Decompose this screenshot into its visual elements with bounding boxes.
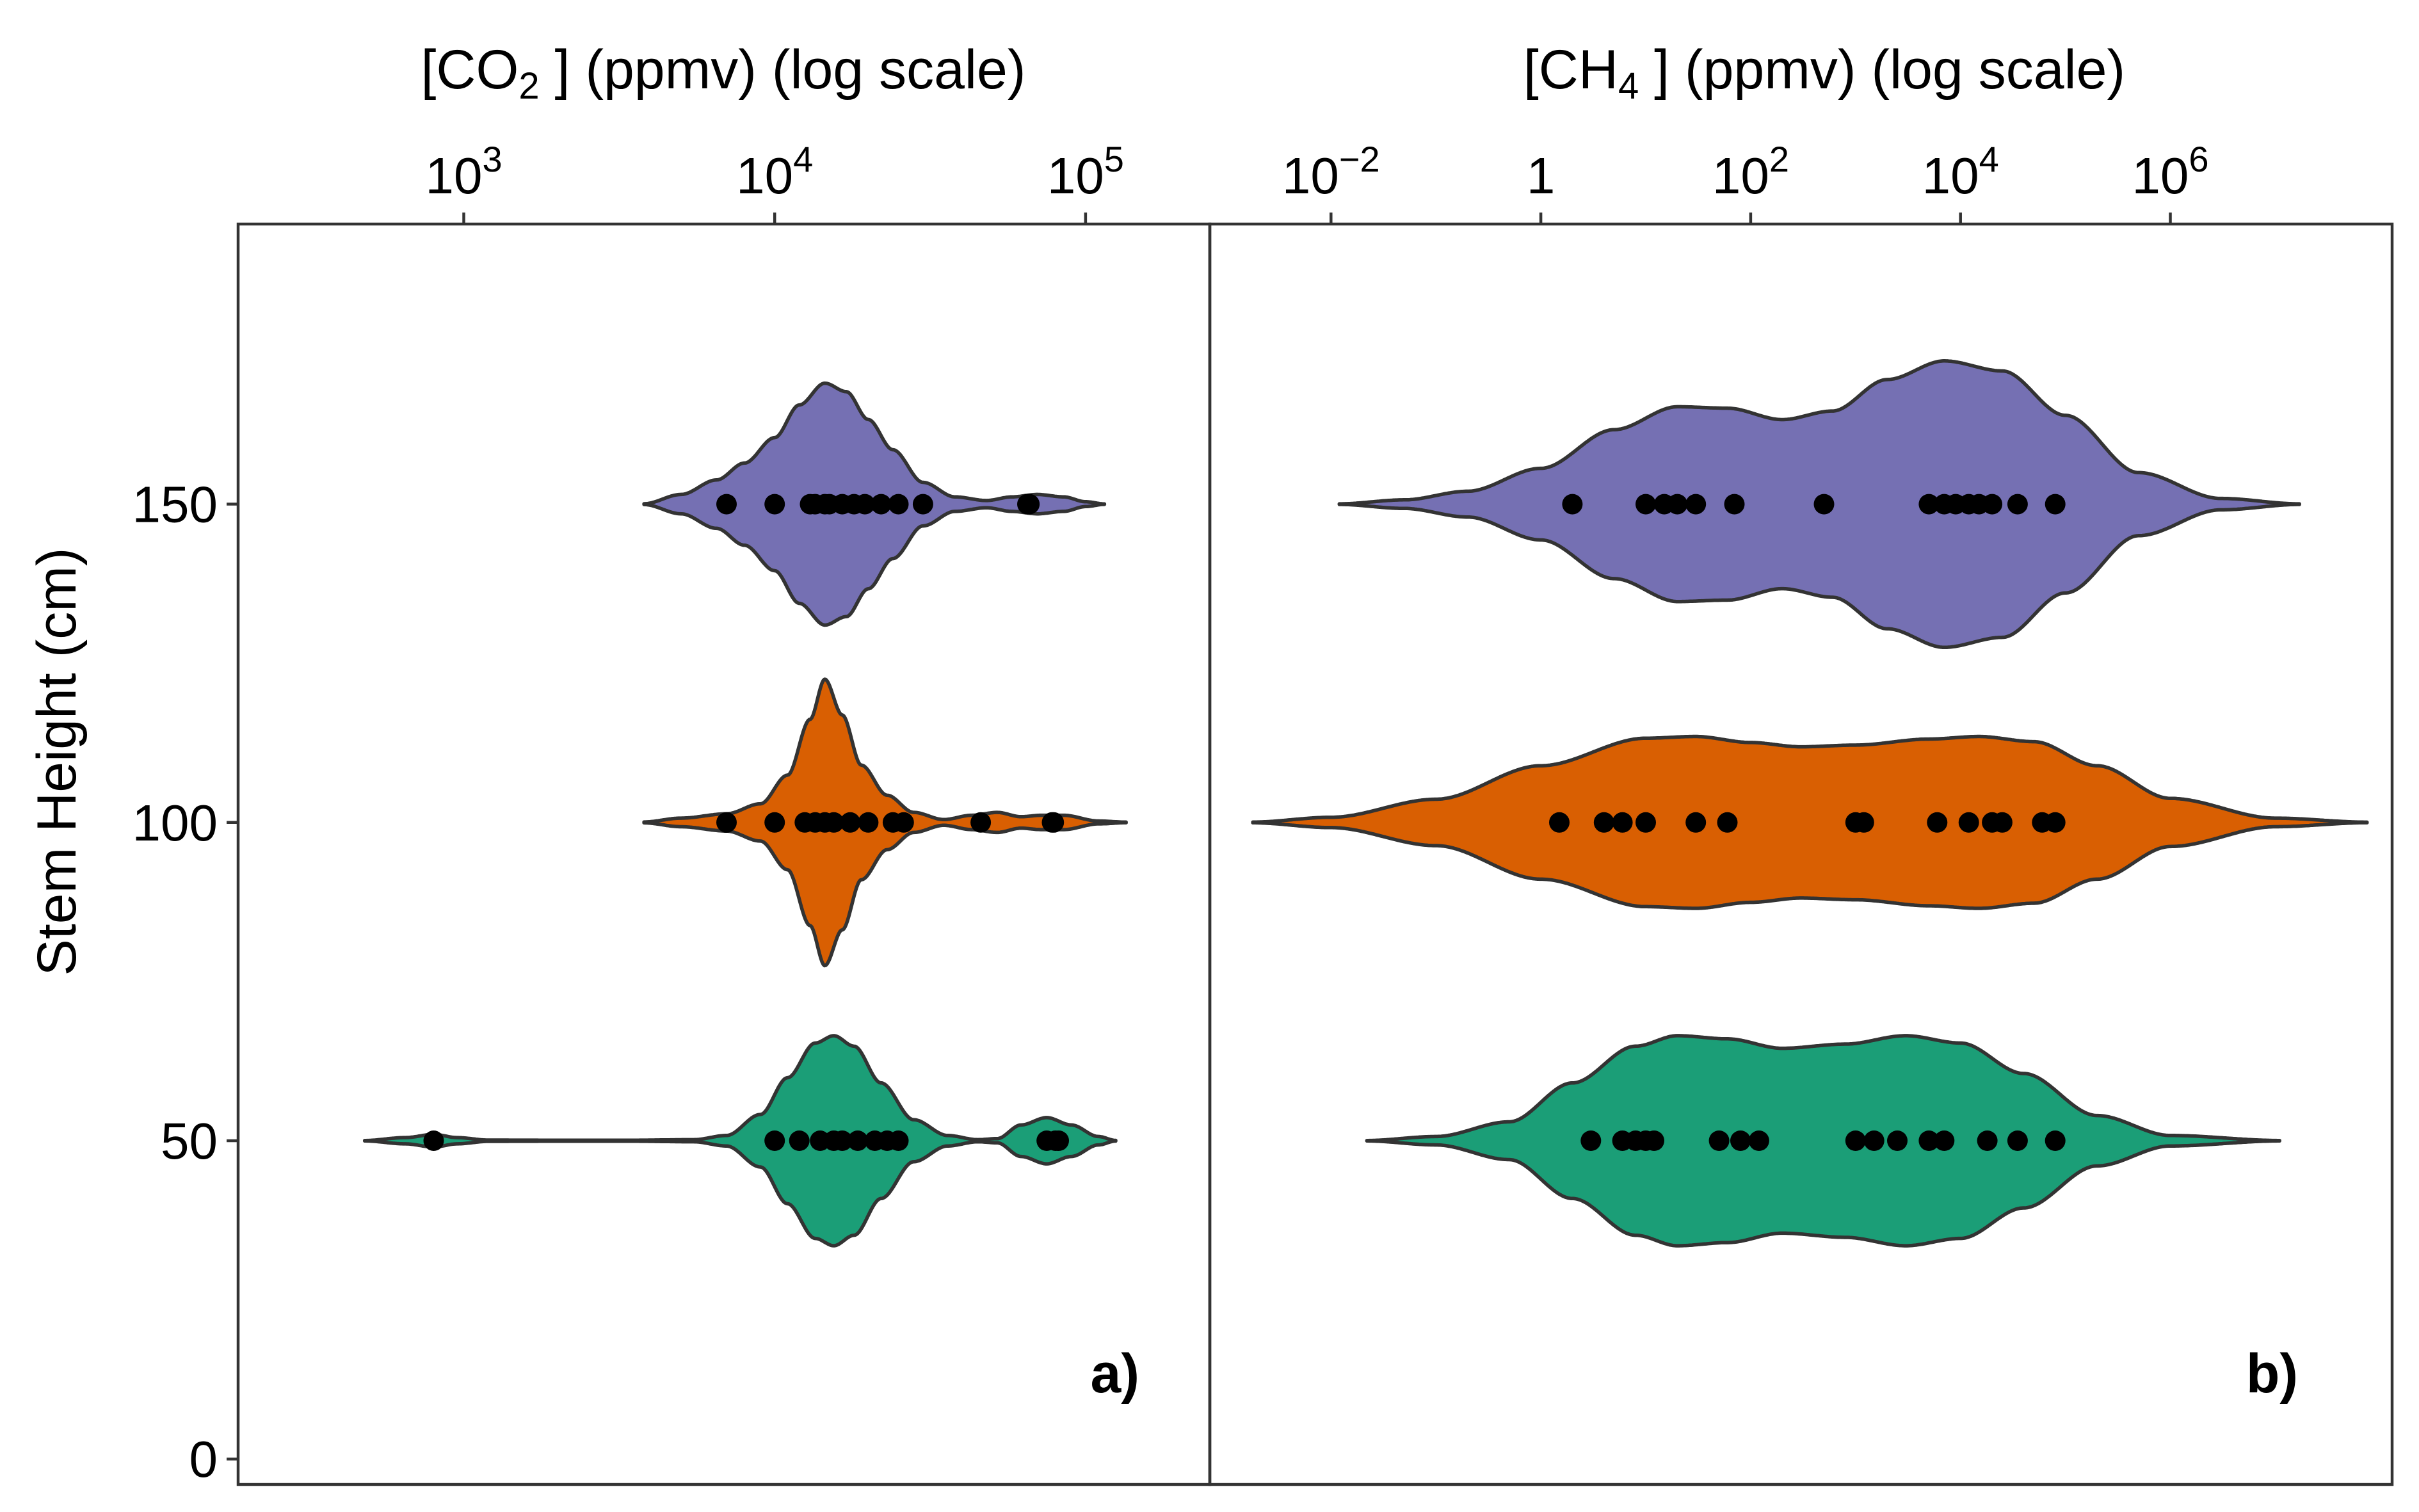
panel-b-point-150-1 bbox=[1635, 494, 1656, 515]
panel-a-point-50-2 bbox=[789, 1130, 810, 1151]
panel-b-point-100-1 bbox=[1593, 812, 1614, 833]
panel-b-point-150-12 bbox=[1982, 494, 2003, 515]
y-tick-label-100: 100 bbox=[133, 794, 218, 851]
panel-b-point-150-13 bbox=[2007, 494, 2028, 515]
panel-b-violin-50 bbox=[1365, 1034, 2281, 1248]
panel-b-point-50-5 bbox=[1708, 1130, 1730, 1151]
y-axis-tick-labels: 0 50 100 150 bbox=[133, 476, 218, 1488]
panel-b-x-tick-labels: 10−2 1 102 104 106 bbox=[1282, 139, 2209, 204]
panel-a-point-50-6 bbox=[848, 1130, 868, 1151]
panel-b-point-100-8 bbox=[1927, 812, 1948, 833]
panel-b: [CH4 ] (ppmv) (log scale) 10−2 1 102 104 106… bbox=[1208, 39, 2394, 1486]
panel-a-frame bbox=[236, 222, 1212, 1486]
panel-a-point-50-1 bbox=[764, 1130, 785, 1151]
panel-a-violins bbox=[362, 381, 1128, 1248]
panel-a-point-150-13 bbox=[1019, 494, 1040, 515]
panel-b-point-50-7 bbox=[1748, 1130, 1769, 1151]
panel-a-label: a) bbox=[1091, 1343, 1139, 1404]
panel-a-point-150-11 bbox=[912, 494, 933, 515]
panel-a-point-150-1 bbox=[764, 494, 785, 515]
panel-a-point-50-9 bbox=[888, 1130, 909, 1151]
panel-a-point-100-10 bbox=[970, 812, 992, 833]
panel-b-x-tick-label-1: 1 bbox=[1527, 147, 1555, 204]
panel-a-point-50-5 bbox=[832, 1130, 853, 1151]
panel-b-point-150-6 bbox=[1813, 494, 1835, 515]
panel-b-frame bbox=[1208, 222, 2394, 1486]
panel-a-point-100-0 bbox=[716, 812, 737, 833]
panel-b-point-50-13 bbox=[1977, 1130, 1998, 1151]
panel-b-point-150-0 bbox=[1562, 494, 1583, 515]
panel-b-x-ticks bbox=[1330, 213, 2172, 224]
panel-a-x-tick-label-0: 103 bbox=[425, 139, 502, 204]
panel-a-point-150-8 bbox=[855, 494, 876, 515]
panel-a-x-tick-label-1: 104 bbox=[736, 139, 813, 204]
panel-b-point-100-3 bbox=[1635, 812, 1656, 833]
panel-b-point-100-7 bbox=[1853, 812, 1874, 833]
panel-a-x-tick-label-2: 105 bbox=[1047, 139, 1124, 204]
y-axis: Stem Height (cm) 0 50 100 150 bbox=[26, 476, 238, 1488]
panel-a-point-100-9 bbox=[893, 812, 914, 833]
panel-b-point-100-13 bbox=[2045, 812, 2066, 833]
panel-a-points bbox=[423, 494, 1069, 1151]
panel-b-point-50-14 bbox=[2007, 1130, 2028, 1151]
panel-b-point-100-0 bbox=[1549, 812, 1570, 833]
panel-b-violins bbox=[1251, 359, 2369, 1248]
panel-b-point-50-0 bbox=[1580, 1130, 1602, 1151]
panel-b-point-150-5 bbox=[1724, 494, 1745, 515]
panel-a-point-100-1 bbox=[764, 812, 785, 833]
panel-a-point-100-6 bbox=[840, 812, 861, 833]
panel-b-point-100-9 bbox=[1958, 812, 1979, 833]
panel-b-point-50-12 bbox=[1934, 1130, 1955, 1151]
y-tick-label-0: 0 bbox=[189, 1431, 218, 1488]
panel-b-point-150-14 bbox=[2045, 494, 2066, 515]
panel-b-point-150-3 bbox=[1667, 494, 1688, 515]
panel-b-label: b) bbox=[2246, 1343, 2298, 1404]
panel-a-point-100-7 bbox=[858, 812, 879, 833]
panel-a-point-150-10 bbox=[888, 494, 909, 515]
panel-b-point-50-9 bbox=[1863, 1130, 1885, 1151]
panel-a-point-150-9 bbox=[871, 494, 892, 515]
y-tick-label-50: 50 bbox=[161, 1113, 218, 1170]
panel-b-x-axis-label: [CH4 ] (ppmv) (log scale) bbox=[1523, 39, 2125, 107]
panel-b-x-tick-label-3: 104 bbox=[1922, 139, 1999, 204]
panel-b-x-tick-label-0: 10−2 bbox=[1282, 139, 1380, 204]
panel-b-point-50-8 bbox=[1845, 1130, 1866, 1151]
panel-b-point-50-11 bbox=[1918, 1130, 1940, 1151]
panel-b-point-100-11 bbox=[1991, 812, 2013, 833]
panel-b-x-tick-label-4: 106 bbox=[2132, 139, 2208, 204]
panel-b-point-50-6 bbox=[1730, 1130, 1751, 1151]
y-tick-label-150: 150 bbox=[133, 476, 218, 533]
panel-a-point-50-12 bbox=[1049, 1130, 1069, 1151]
panel-a-point-100-5 bbox=[823, 812, 844, 833]
panel-b-point-100-2 bbox=[1612, 812, 1633, 833]
panel-a-x-tick-labels: 103 104 105 bbox=[425, 139, 1124, 204]
panel-b-violin-100 bbox=[1251, 734, 2369, 910]
panel-b-point-100-4 bbox=[1685, 812, 1707, 833]
panel-b-point-150-7 bbox=[1918, 494, 1940, 515]
panel-b-point-50-4 bbox=[1644, 1130, 1664, 1151]
panel-a-x-axis-label: [CO2 ] (ppmv) (log scale) bbox=[421, 39, 1025, 107]
panel-b-point-100-5 bbox=[1717, 812, 1738, 833]
panel-a-point-50-0 bbox=[423, 1130, 444, 1151]
panel-a: [CO2 ] (ppmv) (log scale) 103 104 105 a) bbox=[236, 39, 1212, 1486]
panel-b-x-tick-label-2: 102 bbox=[1712, 139, 1789, 204]
panel-b-point-50-10 bbox=[1887, 1130, 1908, 1151]
panel-a-point-150-0 bbox=[716, 494, 737, 515]
panel-a-violin-50 bbox=[362, 1034, 1118, 1248]
panel-b-point-50-15 bbox=[2045, 1130, 2066, 1151]
y-axis-label: Stem Height (cm) bbox=[26, 547, 88, 976]
panel-a-point-100-12 bbox=[1043, 812, 1065, 833]
panel-a-x-ticks bbox=[462, 213, 1088, 224]
panel-b-points bbox=[1549, 494, 2066, 1151]
y-axis-ticks bbox=[227, 503, 238, 1461]
panel-b-point-150-4 bbox=[1685, 494, 1707, 515]
